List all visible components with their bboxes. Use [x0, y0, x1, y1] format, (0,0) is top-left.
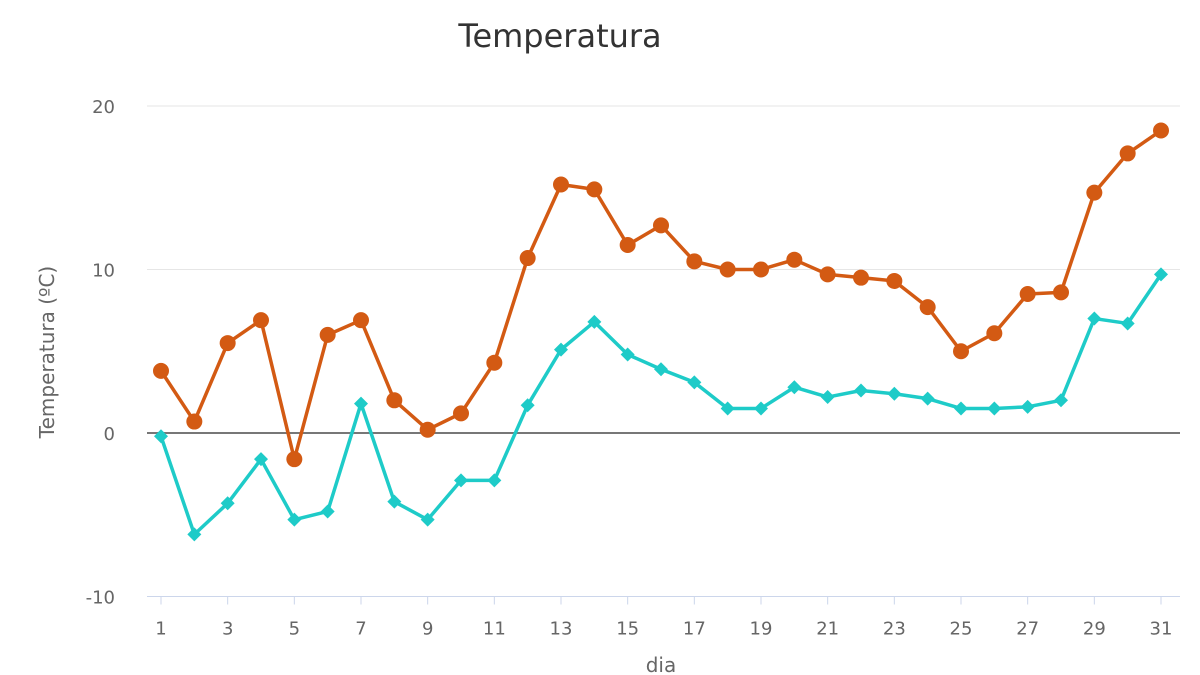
data-point — [920, 391, 935, 406]
data-point — [320, 504, 335, 519]
data-point — [419, 421, 436, 438]
series-1 — [153, 122, 1169, 468]
data-point — [1054, 393, 1068, 408]
data-point — [519, 250, 536, 267]
data-point — [1053, 284, 1069, 301]
data-point — [486, 354, 503, 371]
data-point — [453, 405, 469, 422]
data-point — [787, 380, 802, 395]
data-point — [254, 452, 268, 467]
chart-title: Temperatura — [457, 17, 661, 55]
gridlines — [147, 105, 1180, 597]
data-point — [987, 401, 1002, 416]
data-point — [454, 473, 468, 488]
y-tick-label: 20 — [92, 97, 115, 118]
series-line — [159, 129, 1162, 461]
data-point — [854, 383, 868, 398]
x-axis-label: dia — [646, 653, 677, 675]
data-point — [187, 527, 202, 542]
data-point — [1120, 316, 1135, 331]
data-point — [553, 176, 569, 193]
x-tick-label: 11 — [483, 619, 506, 640]
data-point — [353, 312, 369, 329]
data-point — [886, 272, 903, 289]
data-point — [354, 396, 368, 411]
x-tick-label: 1 — [155, 619, 166, 640]
data-point — [287, 512, 302, 527]
data-point — [286, 451, 303, 468]
data-point — [554, 342, 568, 357]
x-tick-label: 25 — [950, 619, 973, 640]
y-tick-label: 10 — [92, 261, 115, 282]
data-point — [1087, 311, 1102, 326]
data-point — [220, 496, 235, 511]
x-tick-label: 13 — [550, 619, 573, 640]
data-point — [387, 494, 402, 509]
data-point — [319, 326, 336, 343]
data-point — [420, 512, 435, 527]
data-point — [520, 398, 535, 413]
data-point — [719, 261, 736, 278]
data-point — [1119, 145, 1136, 162]
data-point — [620, 347, 635, 362]
data-point — [720, 401, 735, 416]
x-tick-label: 17 — [683, 619, 706, 640]
x-tick-label: 7 — [355, 619, 366, 640]
x-tick-label: 29 — [1083, 619, 1106, 640]
data-point — [154, 429, 168, 444]
series-2 — [154, 267, 1168, 542]
data-point — [953, 343, 969, 360]
series-group — [153, 122, 1169, 542]
data-point — [887, 386, 902, 401]
data-point — [253, 312, 269, 329]
data-point — [186, 413, 203, 430]
data-point — [687, 375, 702, 390]
y-axis-ticks: -10 0 10 20 — [86, 97, 115, 609]
data-point — [619, 236, 636, 253]
data-point — [954, 401, 968, 416]
x-axis-ticks: 1 3 5 7 9 11 13 15 17 19 21 23 25 27 29 31 — [155, 596, 1173, 640]
data-point — [1020, 399, 1035, 414]
data-point — [786, 251, 803, 268]
data-point — [853, 269, 869, 286]
x-tick-label: 9 — [422, 619, 433, 640]
data-point — [1019, 286, 1036, 303]
x-tick-label: 31 — [1150, 619, 1173, 640]
data-point — [754, 401, 768, 416]
x-tick-label: 21 — [816, 619, 839, 640]
data-point — [986, 325, 1003, 342]
data-point — [1153, 122, 1169, 139]
y-axis-label: Temperatura (ºC) — [35, 266, 59, 439]
data-point — [386, 392, 403, 409]
data-point — [1086, 184, 1103, 201]
y-tick-label: 0 — [104, 424, 115, 445]
x-tick-label: 3 — [222, 619, 233, 640]
x-tick-label: 27 — [1016, 619, 1039, 640]
data-point — [819, 266, 836, 283]
data-point — [686, 253, 703, 270]
x-tick-label: 23 — [883, 619, 906, 640]
data-point — [586, 181, 603, 198]
data-point — [919, 299, 936, 316]
y-tick-label: -10 — [86, 588, 115, 609]
data-point — [587, 314, 602, 329]
x-tick-label: 15 — [616, 619, 639, 640]
data-point — [820, 390, 835, 405]
data-point — [487, 473, 502, 488]
data-point — [653, 217, 669, 234]
x-tick-label: 5 — [289, 619, 300, 640]
x-tick-label: 19 — [750, 619, 773, 640]
data-point — [153, 362, 169, 379]
data-point — [1154, 267, 1168, 282]
data-point — [219, 335, 236, 352]
data-point — [654, 362, 668, 377]
data-point — [753, 261, 769, 278]
